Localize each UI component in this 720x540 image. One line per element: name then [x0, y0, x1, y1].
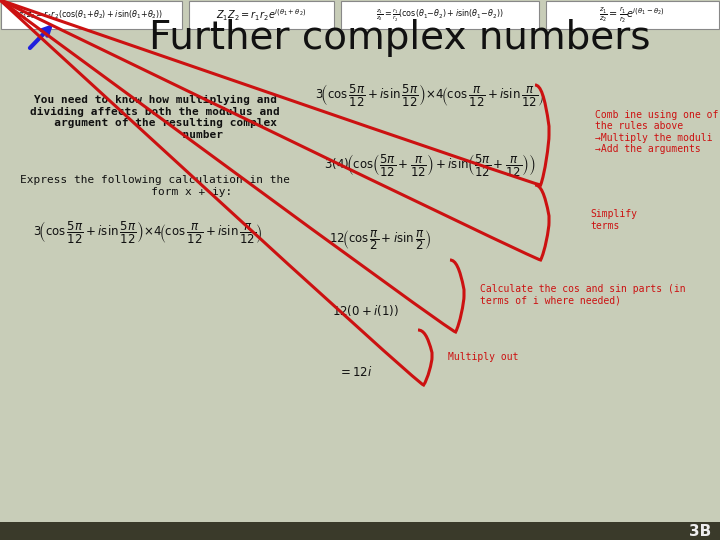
Text: $12(0+i(1))$: $12(0+i(1))$ — [331, 302, 398, 318]
Text: Simplify
terms: Simplify terms — [590, 209, 637, 231]
FancyBboxPatch shape — [0, 522, 720, 540]
FancyBboxPatch shape — [1, 1, 182, 29]
Text: $3\!\left(\cos\dfrac{5\pi}{12}+i\sin\dfrac{5\pi}{12}\right)\!\times\!4\!\left(\c: $3\!\left(\cos\dfrac{5\pi}{12}+i\sin\dfr… — [33, 219, 263, 245]
Text: $z_1 z_2 = r_1r_2(\cos(\theta_1{+}\theta_2)+i\sin(\theta_1{+}\theta_2))$: $z_1 z_2 = r_1r_2(\cos(\theta_1{+}\theta… — [19, 9, 163, 21]
Text: Further complex numbers: Further complex numbers — [149, 19, 651, 57]
Text: Comb ine using one of
the rules above
→Multiply the moduli
→Add the arguments: Comb ine using one of the rules above →M… — [595, 110, 719, 154]
Text: $\frac{z_1}{z_2}=\frac{r_1}{r_2}e^{i(\theta_1-\theta_2)}$: $\frac{z_1}{z_2}=\frac{r_1}{r_2}e^{i(\th… — [599, 5, 665, 25]
Text: Calculate the cos and sin parts (in
terms of i where needed): Calculate the cos and sin parts (in term… — [480, 284, 685, 306]
FancyBboxPatch shape — [341, 1, 539, 29]
Text: $12\!\left(\cos\dfrac{\pi}{2}+i\sin\dfrac{\pi}{2}\right)$: $12\!\left(\cos\dfrac{\pi}{2}+i\sin\dfra… — [329, 228, 431, 252]
Text: $= 12i$: $= 12i$ — [338, 365, 372, 379]
Text: 3B: 3B — [689, 523, 711, 538]
Text: $Z_1 Z_2 = r_1r_2e^{i(\theta_1+\theta_2)}$: $Z_1 Z_2 = r_1r_2e^{i(\theta_1+\theta_2)… — [216, 7, 306, 23]
FancyBboxPatch shape — [546, 1, 719, 29]
Text: $3(4)\!\left(\cos\!\left(\dfrac{5\pi}{12}+\dfrac{\pi}{12}\right)+i\sin\!\left(\d: $3(4)\!\left(\cos\!\left(\dfrac{5\pi}{12… — [324, 152, 536, 178]
Text: Multiply out: Multiply out — [448, 352, 518, 362]
Text: Express the following calculation in the
           form x + iy:: Express the following calculation in the… — [20, 175, 290, 197]
Text: You need to know how multiplying and
dividing affects both the modulus and
   ar: You need to know how multiplying and div… — [30, 95, 280, 140]
FancyBboxPatch shape — [189, 1, 334, 29]
Text: $3\!\left(\cos\dfrac{5\pi}{12}+i\sin\dfrac{5\pi}{12}\right)\!\times\!4\!\left(\c: $3\!\left(\cos\dfrac{5\pi}{12}+i\sin\dfr… — [315, 82, 545, 108]
Text: $\frac{z_1}{z_2}=\frac{r_1}{r_2}(\cos(\theta_1{-}\theta_2)+i\sin(\theta_1{-}\the: $\frac{z_1}{z_2}=\frac{r_1}{r_2}(\cos(\t… — [376, 6, 504, 24]
